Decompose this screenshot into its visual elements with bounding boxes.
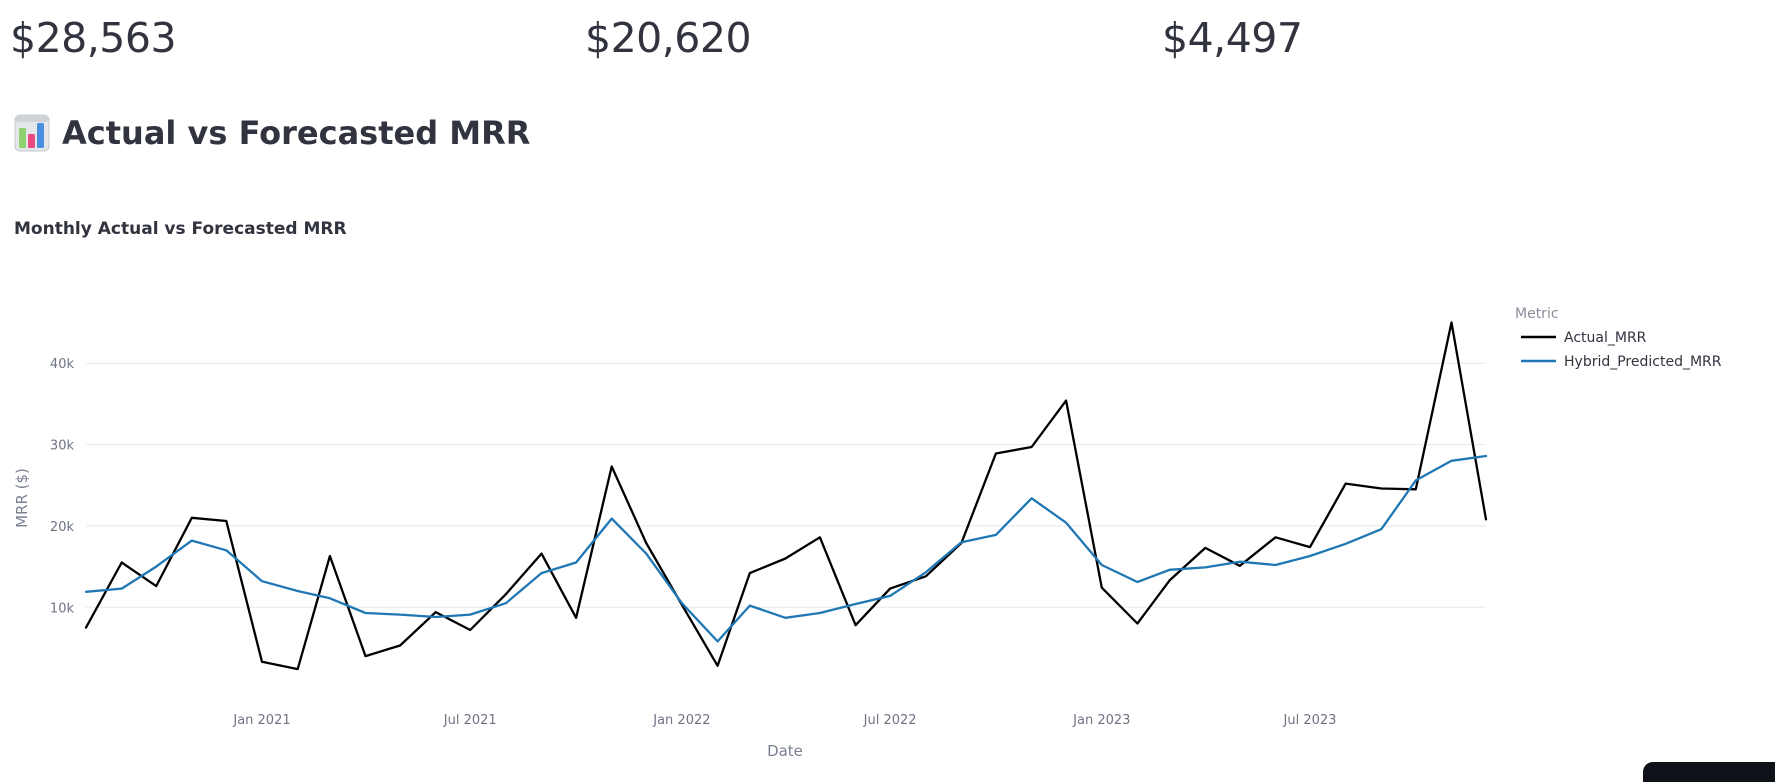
metric-value-3: $4,497: [1162, 14, 1303, 62]
legend-item-label[interactable]: Actual_MRR: [1564, 330, 1647, 346]
x-axis-title: Date: [767, 742, 803, 760]
manage-app-tab[interactable]: [1643, 762, 1775, 782]
section-heading: Actual vs Forecasted MRR: [14, 110, 530, 156]
x-tick-label: Jan 2022: [652, 713, 710, 728]
y-tick-label: 20k: [50, 520, 75, 535]
legend: Metric Actual_MRR Hybrid_Predicted_MRR: [1515, 306, 1722, 370]
x-tick-label: Jul 2023: [1283, 713, 1337, 728]
y-tick-label: 30k: [50, 439, 75, 454]
series-line-hybrid-predicted-mrr: [84, 454, 1488, 643]
y-axis-title: MRR ($): [13, 468, 31, 528]
series-lines: [84, 321, 1488, 671]
y-axis-ticks: 10k 20k 30k 40k: [50, 357, 75, 616]
x-tick-label: Jul 2021: [443, 713, 497, 728]
y-tick-label: 10k: [50, 601, 75, 616]
gridlines: [86, 362, 1486, 608]
x-tick-label: Jul 2022: [863, 713, 917, 728]
chart-title: Monthly Actual vs Forecasted MRR: [14, 219, 347, 239]
x-axis-ticks: Jan 2021 Jul 2021 Jan 2022 Jul 2022 Jan 2023…: [232, 713, 1336, 728]
bar-chart-emoji-icon: [14, 114, 50, 152]
section-title: Actual vs Forecasted MRR: [62, 114, 531, 152]
series-line-actual-mrr: [84, 321, 1488, 671]
legend-title: Metric: [1515, 306, 1559, 322]
x-tick-label: Jan 2021: [232, 713, 290, 728]
y-tick-label: 40k: [50, 357, 75, 372]
metric-value-1: $28,563: [10, 14, 177, 62]
legend-item-label[interactable]: Hybrid_Predicted_MRR: [1564, 354, 1722, 370]
metric-value-2: $20,620: [585, 14, 752, 62]
x-tick-label: Jan 2023: [1072, 713, 1130, 728]
